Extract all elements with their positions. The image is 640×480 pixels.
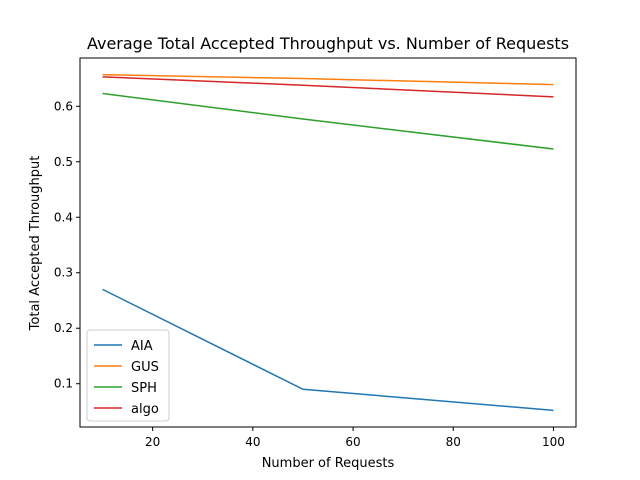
x-tick-label-40: 40	[245, 435, 260, 449]
series-line-algo	[102, 76, 554, 98]
y-tick-label-0.1: 0.1	[54, 377, 73, 391]
x-tick-label-20: 20	[145, 435, 160, 449]
y-tick-label-0.4: 0.4	[54, 210, 73, 224]
series-line-gus	[102, 73, 554, 86]
y-axis-label: Total Accepted Throughput	[28, 156, 43, 332]
legend: AIA GUS SPH algo	[86, 329, 170, 422]
series-layer	[102, 73, 554, 412]
legend-label-algo: algo	[131, 402, 159, 417]
chart-title: Average Total Accepted Throughput vs. Nu…	[87, 34, 569, 53]
plot-area-frame	[79, 57, 577, 428]
y-axis-ticks: 0.1 0.2 0.3 0.4 0.5 0.6	[54, 99, 80, 391]
y-tick-label-0.5: 0.5	[54, 155, 73, 169]
y-tick-label-0.6: 0.6	[54, 99, 73, 113]
x-axis-ticks: 20 40 60 80 100	[145, 427, 565, 449]
series-line-sph	[102, 92, 554, 150]
x-tick-label-80: 80	[446, 435, 461, 449]
x-tick-label-60: 60	[345, 435, 360, 449]
x-tick-label-100: 100	[542, 435, 565, 449]
y-tick-label-0.2: 0.2	[54, 321, 73, 335]
series-line-aia	[102, 288, 554, 412]
legend-label-sph: SPH	[131, 381, 157, 396]
legend-label-gus: GUS	[131, 360, 159, 375]
legend-label-aia: AIA	[131, 339, 153, 354]
legend-box	[86, 329, 170, 422]
y-tick-label-0.3: 0.3	[54, 266, 73, 280]
x-axis-label: Number of Requests	[262, 456, 395, 471]
